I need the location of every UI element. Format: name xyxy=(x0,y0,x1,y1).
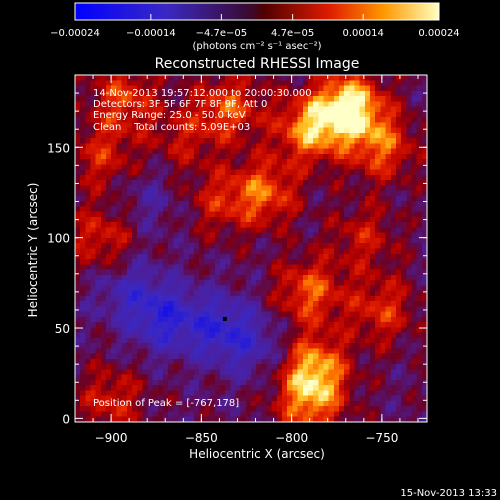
plot-area: −900 −850 −800 −750 0 50 100 150 xyxy=(47,74,428,445)
annotation-block: 14-Nov-2013 19:57:12.000 to 20:00:30.000… xyxy=(93,88,312,133)
y-tick-label: 0 xyxy=(62,412,70,426)
colorbar-tick-label: 0.00024 xyxy=(418,28,459,39)
heatmap-image xyxy=(75,75,427,422)
colorbar-unit-label: (photons cm⁻² s⁻¹ asec⁻²) xyxy=(192,41,321,52)
colorbar-frame xyxy=(74,2,440,21)
annotation-clean-counts: Clean Total counts: 5.09E+03 xyxy=(93,122,250,133)
y-tick-label: 50 xyxy=(55,322,70,336)
x-tick-label: −750 xyxy=(365,431,398,445)
annotation-energy-range: Energy Range: 25.0 - 50.0 keV xyxy=(93,110,246,121)
plot-frame xyxy=(74,74,428,423)
timestamp: 15-Nov-2013 13:33 xyxy=(400,488,497,499)
chart-title: Reconstructed RHESSI Image xyxy=(155,56,360,72)
colorbar-gradient xyxy=(75,3,439,20)
colorbar-tick-label: 4.7e−05 xyxy=(271,28,314,39)
colorbar-tick-label: 0.00014 xyxy=(342,28,383,39)
annotation-detectors: Detectors: 3F 5F 6F 7F 8F 9F, Att 0 xyxy=(93,99,267,110)
colorbar-tick-label: −0.00024 xyxy=(50,28,100,39)
min-marker xyxy=(222,316,227,321)
y-tick-label: 150 xyxy=(47,141,70,155)
annotation-time-range: 14-Nov-2013 19:57:12.000 to 20:00:30.000 xyxy=(93,88,312,99)
x-tick-label: −900 xyxy=(95,431,128,445)
colorbar-tick-label: −4.7e−05 xyxy=(196,28,248,39)
y-axis-label: Heliocentric Y (arcsec) xyxy=(26,183,40,318)
x-axis-label: Heliocentric X (arcsec) xyxy=(189,447,325,461)
colorbar: −0.00024 −0.00014 −4.7e−05 4.7e−05 0.00014 0.… xyxy=(50,2,460,52)
x-tick-label: −850 xyxy=(185,431,218,445)
y-tick-label: 100 xyxy=(47,232,70,246)
colorbar-tick-label: −0.00014 xyxy=(126,28,176,39)
x-tick-label: −800 xyxy=(275,431,308,445)
peak-position-label: Position of Peak = [-767,178] xyxy=(93,398,239,409)
